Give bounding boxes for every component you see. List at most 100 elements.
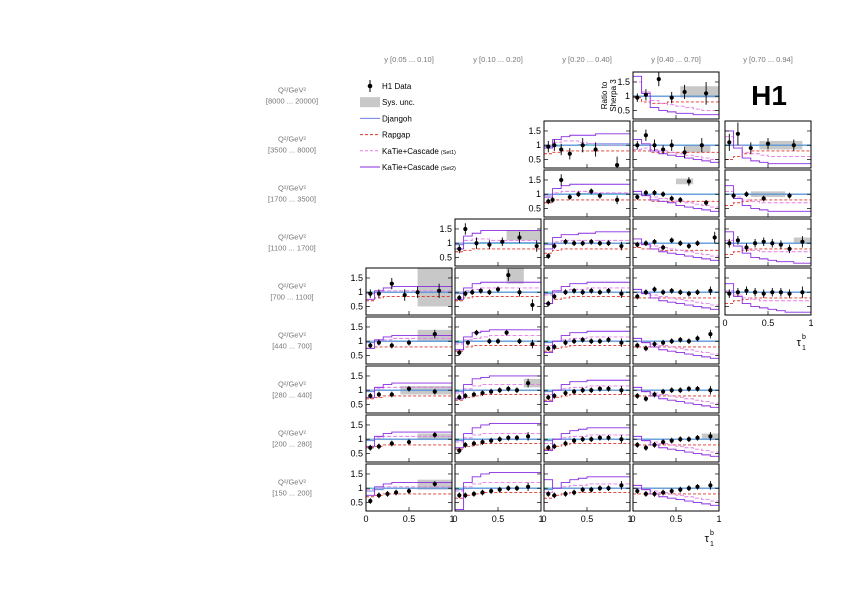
data-point <box>546 301 551 306</box>
y-tick-label: 0.5 <box>350 350 363 360</box>
data-point <box>652 341 657 347</box>
rapgap-line <box>633 97 719 104</box>
data-point <box>471 491 477 497</box>
panel-plot-area <box>725 231 811 264</box>
q2-label: Q²/GeV² <box>278 233 306 242</box>
data-point <box>597 339 603 344</box>
y-tick-label: 1 <box>625 91 630 101</box>
data-point <box>686 291 692 296</box>
x-tick-label: 1 <box>716 514 721 524</box>
katie-set2-line <box>633 386 719 408</box>
data-point <box>376 340 381 345</box>
sys-unc-box <box>506 268 524 284</box>
data-point <box>489 389 494 394</box>
data-point <box>735 131 741 136</box>
data-point <box>678 290 683 295</box>
panel-plot-area <box>633 329 719 359</box>
katie-set2-line <box>455 229 541 250</box>
y-tick-label: 0.5 <box>350 399 363 409</box>
katie-set2-line <box>725 185 811 212</box>
data-point <box>470 290 475 295</box>
data-point <box>489 488 494 494</box>
x-axis-label: τ <box>705 533 710 545</box>
data-point <box>368 343 373 348</box>
y-tick-label: 1 <box>358 483 363 493</box>
legend-entry: KaTie+Cascade (Set1) <box>360 147 456 156</box>
x-tick-label: 0.5 <box>403 514 416 524</box>
legend-label: KaTie+Cascade (Set2) <box>382 163 456 172</box>
data-point <box>546 491 551 497</box>
y-axis-label-line2: Sherpa 3 <box>609 79 618 112</box>
data-point <box>552 444 557 449</box>
x-tick-label: 0 <box>541 514 546 524</box>
data-point <box>787 193 792 198</box>
katie-set2-line <box>366 382 452 398</box>
data-point <box>678 388 683 393</box>
data-point <box>487 290 492 295</box>
panel <box>724 120 812 169</box>
data-point <box>368 291 373 296</box>
legend-data-marker <box>367 83 373 89</box>
data-point <box>669 339 674 344</box>
y-tick-label: 0.5 <box>439 252 452 262</box>
data-point <box>572 288 577 293</box>
data-point <box>589 487 594 492</box>
panel <box>632 316 720 365</box>
panel-plot-area <box>633 129 719 163</box>
data-point <box>669 488 674 494</box>
x-tick-label: 1 <box>538 514 543 524</box>
legend: H1 Data Sys. unc. Djangoh Rapgap KaTie+Casca… <box>360 80 456 172</box>
data-point <box>534 243 539 249</box>
data-point <box>619 291 624 296</box>
data-point <box>712 235 717 240</box>
katie-set2-line <box>544 427 630 452</box>
panel <box>454 267 542 316</box>
data-point <box>606 337 611 342</box>
katie-set1-line <box>455 238 541 244</box>
panel-plot-area <box>725 185 811 212</box>
data-point <box>635 294 640 299</box>
panel <box>632 414 720 463</box>
data-point <box>695 484 700 489</box>
y-tick-label: 1.5 <box>528 175 541 185</box>
data-point <box>652 143 657 148</box>
data-point <box>770 290 775 295</box>
data-point <box>552 143 557 148</box>
data-point <box>669 388 674 393</box>
panel-plot-area <box>366 479 452 504</box>
data-point <box>652 491 657 497</box>
sys-unc-box <box>506 230 541 241</box>
data-point <box>619 437 624 442</box>
panel-plot-area <box>544 231 630 259</box>
y-tick-label: 0.5 <box>528 154 541 164</box>
x-tick-label: 0 <box>452 514 457 524</box>
panel <box>724 218 812 267</box>
data-point <box>635 343 640 348</box>
rapgap-line <box>544 296 630 305</box>
data-point <box>580 437 585 442</box>
data-point <box>546 445 551 450</box>
data-point <box>695 290 700 295</box>
data-point <box>415 290 420 295</box>
katie-set2-line <box>455 375 541 400</box>
h1-logo-text: H1 <box>751 80 787 111</box>
data-point <box>376 291 381 296</box>
panel <box>632 365 720 414</box>
panel-plot-area <box>455 472 541 511</box>
data-point <box>635 95 640 100</box>
q2-bin-range: [700 ... 1100] <box>270 293 313 302</box>
y-tick-label: 0.5 <box>617 105 630 115</box>
data-point <box>506 386 511 391</box>
y-tick-label: 1.5 <box>439 224 452 234</box>
data-point <box>463 226 468 232</box>
data-point <box>559 177 564 183</box>
data-point <box>735 290 741 295</box>
data-point <box>406 488 412 494</box>
y-bin-header: y [0.05 ... 0.10] <box>384 55 434 64</box>
katie-set2-line <box>544 133 630 149</box>
panel-plot-area <box>633 72 719 116</box>
data-point <box>437 288 442 293</box>
katie-set1-line <box>366 290 452 295</box>
data-point <box>406 386 412 391</box>
data-point <box>589 239 594 244</box>
